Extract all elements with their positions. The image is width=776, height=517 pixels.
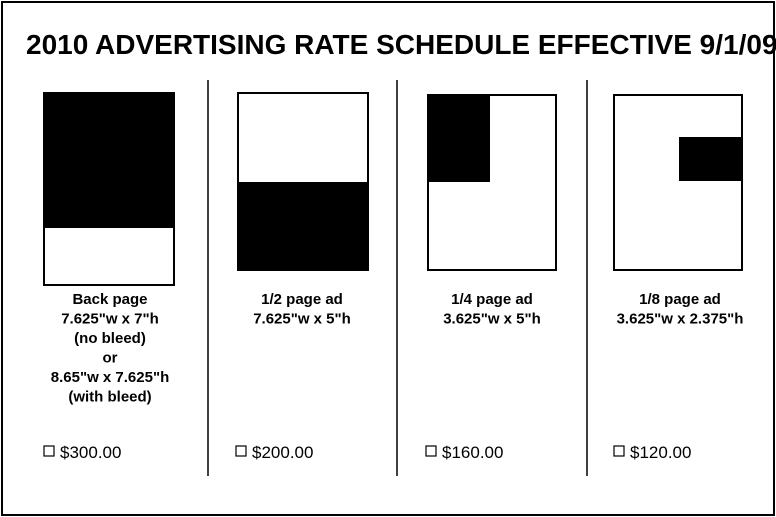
ad-size-label: 7.625"w x 7"h	[61, 311, 159, 328]
ad-size-label: Back page	[72, 291, 147, 308]
columns: Back page 7.625"w x 7"h (no bleed) or 8.65"w…	[43, 291, 744, 462]
price: $200.00	[252, 443, 313, 462]
ad-size-label: 8.65"w x 7.625"h	[51, 369, 169, 386]
ad-size-label: 3.625"w x 2.375"h	[617, 311, 744, 328]
ad-area	[679, 137, 743, 181]
ad-size-label: 1/8 page ad	[639, 291, 721, 308]
ad-size-label: 1/2 page ad	[261, 291, 343, 308]
price: $300.00	[60, 443, 121, 462]
ad-area	[43, 92, 175, 228]
price: $120.00	[630, 443, 691, 462]
thumbnails	[43, 92, 743, 286]
checkbox	[613, 445, 625, 457]
ad-size-label: (no bleed)	[74, 330, 146, 347]
checkbox	[425, 445, 437, 457]
page-thumb	[613, 94, 743, 271]
ad-size-label: or	[103, 350, 118, 367]
ad-size-label: (with bleed)	[68, 389, 151, 406]
title: 2010 ADVERTISING RATE SCHEDULE EFFECTIVE…	[26, 29, 776, 60]
ad-size-label: 7.625"w x 5"h	[253, 311, 351, 328]
checkbox	[235, 445, 247, 457]
ad-area	[427, 94, 490, 182]
ad-area	[237, 182, 369, 271]
checkbox	[43, 445, 55, 457]
dividers	[207, 80, 588, 476]
price: $160.00	[442, 443, 503, 462]
ad-size-label: 1/4 page ad	[451, 291, 533, 308]
ad-size-label: 3.625"w x 5"h	[443, 311, 541, 328]
